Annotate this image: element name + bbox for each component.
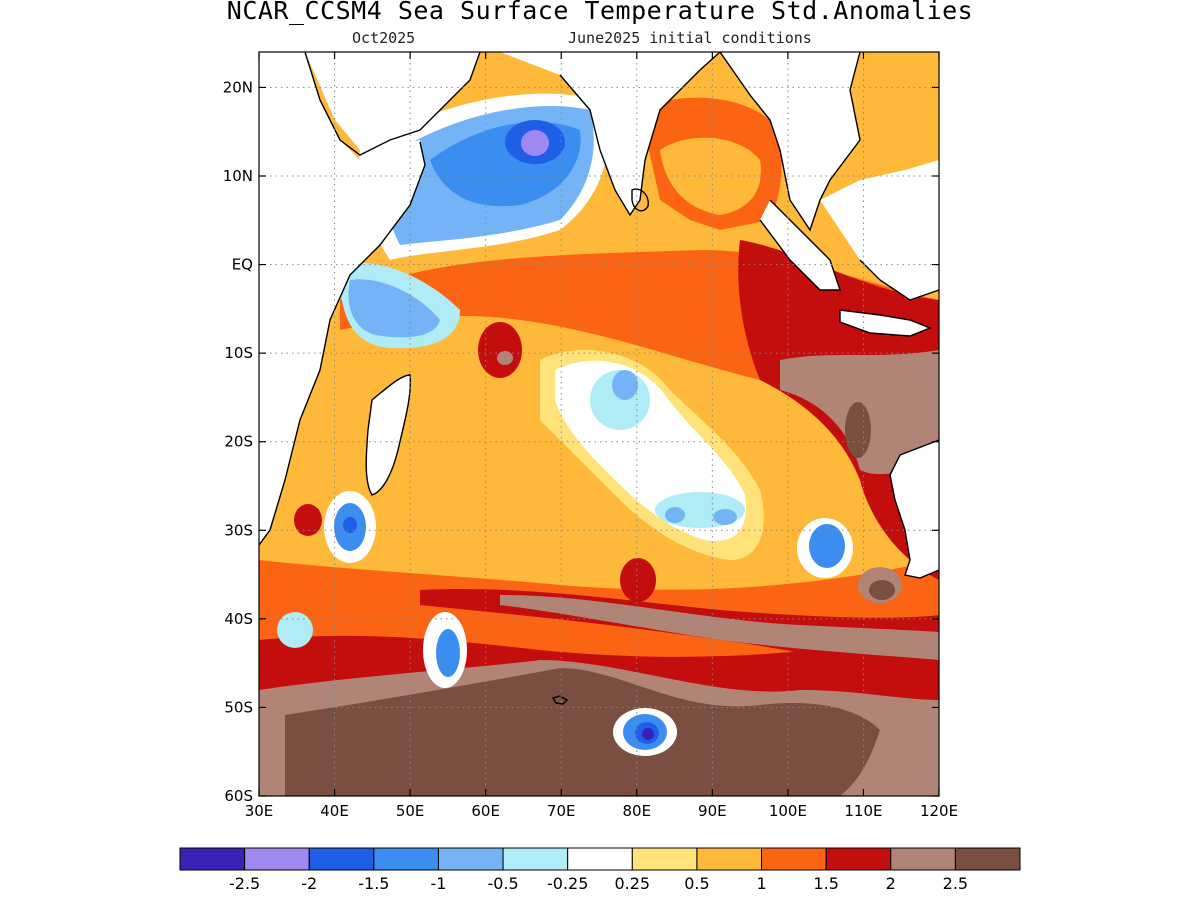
axis-ticks — [258, 52, 940, 797]
anomaly-field — [259, 52, 939, 796]
anomaly-region — [497, 351, 513, 365]
y-tick-label: 20N — [223, 78, 253, 96]
anomaly-region — [869, 580, 895, 600]
australia-landmass — [890, 440, 939, 578]
gridlines — [259, 52, 939, 796]
sumatra-coast — [759, 199, 841, 291]
anomaly-region — [845, 402, 871, 458]
anomaly-region — [294, 504, 322, 536]
java-landmass — [840, 310, 930, 336]
x-tick-label: 70E — [547, 802, 576, 820]
colorbar-label: -0.5 — [487, 874, 518, 893]
colorbar-label: -2.5 — [229, 874, 260, 893]
y-tick-label: 10S — [224, 344, 253, 362]
x-tick-label: 110E — [844, 802, 882, 820]
colorbar-swatch — [373, 847, 439, 871]
colorbar-swatch — [825, 847, 892, 871]
se-asia-landmass — [720, 52, 860, 230]
india-landmass — [500, 52, 720, 215]
arabia-landmass — [305, 52, 480, 150]
y-tick-label: 60S — [224, 787, 253, 805]
colorbar-swatch — [244, 847, 310, 871]
india-coast — [559, 52, 721, 217]
colorbar-swatch — [631, 847, 698, 871]
colorbar-label: 0.25 — [614, 874, 650, 893]
x-tick-label: 90E — [698, 802, 727, 820]
map-frame — [258, 51, 940, 797]
valid-month: Oct2025 — [352, 29, 416, 47]
madagascar-landmass — [366, 375, 411, 495]
x-tick-label: 60E — [471, 802, 500, 820]
anomaly-region — [665, 507, 685, 523]
x-tick-label: 50E — [396, 802, 425, 820]
australia-coast — [889, 439, 939, 579]
anomaly-region — [521, 130, 549, 156]
x-tick-label: 30E — [245, 802, 274, 820]
init-conditions: June2025 initial conditions — [568, 29, 812, 47]
sumatra-landmass — [760, 200, 840, 290]
y-tick-label: 20S — [224, 433, 253, 451]
colorbar: -2.5 -2 -1.5 -1 -0.5 -0.25 0.25 0.5 1 1.5 2 2.5 — [179, 847, 1021, 893]
anomaly-region — [713, 509, 737, 525]
anomaly-region — [343, 517, 357, 533]
coastlines — [259, 52, 939, 705]
colorbar-swatch — [890, 847, 956, 871]
anomaly-region — [620, 558, 656, 602]
anomaly-region — [348, 279, 440, 338]
anomaly-region — [809, 524, 845, 568]
java-coast — [839, 309, 932, 337]
colorbar-label: 0.5 — [684, 874, 709, 893]
arabia-coast — [304, 52, 481, 156]
colorbar-label: -1 — [430, 874, 446, 893]
colorbar-swatch — [954, 847, 1021, 871]
sri-lanka-coast — [631, 188, 649, 212]
se-asia-coast — [719, 52, 861, 232]
y-tick-label: 10N — [223, 167, 253, 185]
colorbar-label: -1.5 — [358, 874, 389, 893]
borneo-coast — [859, 259, 939, 301]
axis-tick-labels: 30E 40E 50E 60E 70E 80E 90E 100E 110E 120E 20N 10N E… — [223, 78, 958, 820]
x-tick-label: 120E — [920, 802, 958, 820]
colorbar-swatch — [308, 847, 375, 871]
colorbar-swatch — [761, 847, 827, 871]
colorbar-swatch — [567, 847, 633, 871]
y-tick-label: EQ — [232, 256, 253, 274]
anomaly-region — [277, 612, 313, 648]
colorbar-label: 1 — [756, 874, 766, 893]
y-tick-label: 50S — [224, 698, 253, 716]
colorbar-swatch — [437, 847, 504, 871]
anomaly-region — [285, 668, 880, 796]
x-tick-label: 100E — [769, 802, 807, 820]
colorbar-label: -2 — [301, 874, 317, 893]
colorbar-swatch — [179, 847, 246, 871]
colorbar-label: 2 — [886, 874, 896, 893]
y-tick-label: 30S — [224, 521, 253, 539]
colorbar-label: -0.25 — [547, 874, 588, 893]
kerguelen-coast — [551, 695, 569, 705]
y-tick-label: 40S — [224, 610, 253, 628]
x-tick-label: 40E — [320, 802, 349, 820]
colorbar-swatch — [502, 847, 569, 871]
africa-landmass — [259, 52, 425, 545]
chart-title: NCAR_CCSM4 Sea Surface Temperature Std.A… — [226, 0, 974, 25]
anomaly-region — [436, 629, 460, 677]
anomaly-region — [612, 370, 638, 400]
anomaly-region — [478, 322, 522, 378]
colorbar-swatch — [696, 847, 763, 871]
x-tick-label: 80E — [622, 802, 651, 820]
anomaly-region — [642, 728, 654, 740]
anomaly-region — [500, 595, 939, 660]
colorbar-label: 1.5 — [813, 874, 838, 893]
madagascar-coast — [365, 374, 412, 496]
africa-coast — [259, 141, 426, 546]
colorbar-label: 2.5 — [943, 874, 968, 893]
